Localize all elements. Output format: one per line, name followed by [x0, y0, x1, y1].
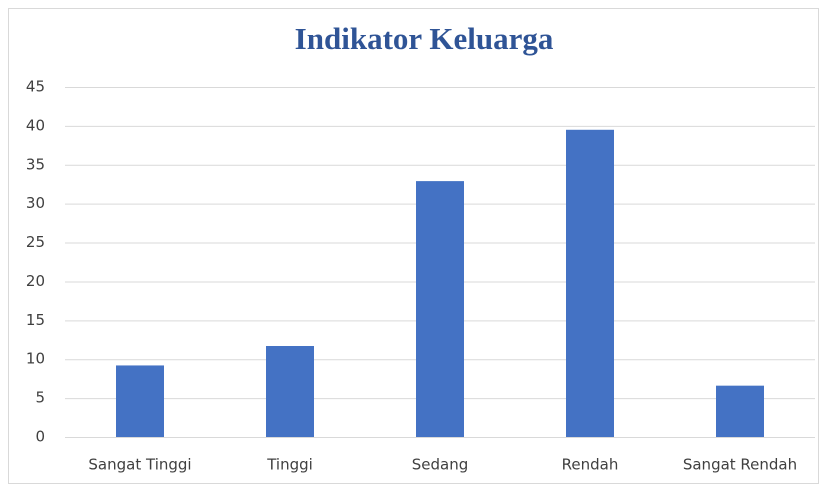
bar: [266, 346, 314, 437]
x-tick-label: Tinggi: [266, 456, 313, 474]
y-tick-label: 0: [35, 428, 45, 446]
bar: [716, 385, 764, 437]
bar: [566, 129, 614, 437]
y-tick-label: 45: [26, 78, 45, 96]
y-tick-label: 35: [26, 155, 45, 173]
y-tick-label: 30: [26, 194, 45, 212]
chart-title: Indikator Keluarga: [295, 21, 554, 56]
x-tick-label: Rendah: [562, 456, 619, 474]
bar: [416, 181, 464, 437]
y-tick-label: 20: [26, 272, 45, 290]
x-tick-label: Sangat Tinggi: [88, 456, 191, 474]
y-tick-label: 5: [35, 389, 45, 407]
y-tick-label: 15: [26, 311, 45, 329]
x-tick-label: Sedang: [412, 456, 469, 474]
y-tick-label: 40: [26, 116, 45, 134]
bar: [116, 365, 164, 437]
x-tick-label: Sangat Rendah: [683, 456, 797, 474]
y-tick-label: 10: [26, 350, 45, 368]
y-tick-label: 25: [26, 233, 45, 251]
